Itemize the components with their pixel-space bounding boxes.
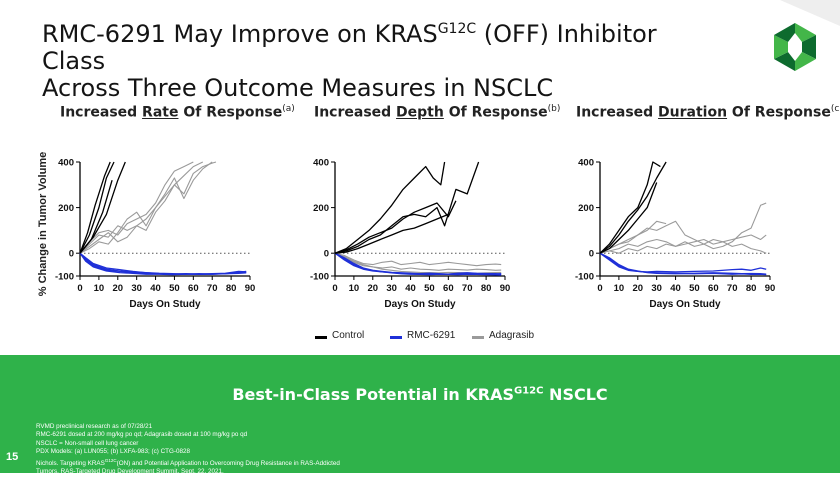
series-line-control [79, 161, 115, 254]
legend-swatch-rmc6291 [390, 336, 402, 339]
title-line-2: Across Three Outcome Measures in NSCLC [42, 74, 554, 102]
series-line-control [334, 200, 457, 254]
series-line-adagrasib [79, 161, 217, 254]
series-line-adagrasib [334, 252, 502, 271]
series-line-adagrasib [79, 161, 213, 254]
x-tick-label: 90 [765, 283, 776, 294]
x-axis-label: Days On Study [129, 299, 201, 310]
y-tick-label: 0 [589, 249, 594, 260]
y-tick-label: 0 [324, 249, 329, 260]
y-tick-label: 400 [58, 158, 74, 169]
legend-label-rmc6291: RMC-6291 [407, 330, 456, 341]
series-line-rmc6291 [599, 252, 767, 273]
x-tick-label: 60 [443, 283, 454, 294]
footnote-line: NSCLC = Non-small cell lung cancer [36, 439, 139, 447]
x-tick-label: 20 [112, 283, 123, 294]
x-tick-label: 10 [94, 283, 105, 294]
x-tick-label: 60 [188, 283, 199, 294]
x-tick-label: 20 [367, 283, 378, 294]
series-line-rmc6291 [79, 252, 247, 276]
legend-label-control: Control [332, 330, 365, 341]
footnote-line: RMC-6291 dosed at 200 mg/kg po qd; Adagr… [36, 431, 248, 439]
series-line-adagrasib [334, 252, 502, 274]
y-tick-label: -100 [575, 272, 594, 283]
y-tick-label: -100 [310, 272, 329, 283]
x-tick-label: 40 [150, 283, 161, 294]
x-tick-label: 40 [405, 283, 416, 294]
x-tick-label: 10 [349, 283, 360, 294]
x-tick-label: 10 [614, 283, 625, 294]
x-tick-label: 50 [689, 283, 700, 294]
x-tick-label: 30 [651, 283, 662, 294]
x-tick-label: 30 [386, 283, 397, 294]
x-tick-label: 50 [424, 283, 435, 294]
series-line-adagrasib [334, 252, 502, 267]
panel-heading-depth: Increased Depth Of Response(b) [314, 104, 561, 121]
x-tick-label: 80 [746, 283, 757, 294]
x-tick-label: 60 [708, 283, 719, 294]
series-line-rmc6291 [599, 252, 767, 275]
series-line-control [599, 182, 658, 254]
y-axis-label: % Change in Tumor Volume [37, 151, 49, 297]
series-line-control [599, 161, 667, 254]
series-line-control [599, 161, 661, 254]
x-tick-label: 90 [245, 283, 256, 294]
series-line-control [334, 213, 449, 254]
series-line-adagrasib [79, 161, 204, 254]
y-tick-label: -100 [55, 272, 74, 283]
series-line-control [334, 161, 480, 254]
x-tick-label: 80 [481, 283, 492, 294]
y-tick-label: 400 [578, 158, 594, 169]
series-line-rmc6291 [599, 252, 767, 276]
x-tick-label: 20 [632, 283, 643, 294]
y-tick-label: 200 [578, 203, 594, 214]
footnote-line: PDX Models: (a) LUN055; (b) LXFA-983; (c… [36, 448, 190, 456]
x-tick-label: 0 [597, 283, 602, 294]
y-tick-label: 0 [69, 249, 74, 260]
x-axis-label: Days On Study [384, 299, 456, 310]
x-tick-label: 80 [226, 283, 237, 294]
x-tick-label: 30 [131, 283, 142, 294]
x-tick-label: 90 [500, 283, 511, 294]
series-line-control [79, 180, 113, 254]
series-line-adagrasib [599, 238, 767, 254]
series-line-adagrasib [599, 234, 767, 254]
series-line-rmc6291 [334, 252, 502, 276]
legend-label-adagrasib: Adagrasib [489, 330, 535, 341]
x-tick-label: 70 [462, 283, 473, 294]
x-tick-label: 0 [77, 283, 82, 294]
x-tick-label: 50 [169, 283, 180, 294]
series-line-adagrasib [79, 161, 194, 254]
series-line-adagrasib [599, 202, 767, 254]
footnotes: RVMD preclinical research as of 07/28/21… [36, 423, 340, 477]
title-line-1: RMC-6291 May Improve on KRASG12C (OFF) I… [42, 20, 657, 75]
corner-decoration [780, 0, 840, 26]
panel-heading-rate: Increased Rate Of Response(a) [60, 104, 295, 121]
banner-headline: Best-in-Class Potential in KRASG12C NSCL… [232, 385, 608, 404]
conclusion-banner: Best-in-Class Potential in KRASG12C NSCL… [0, 355, 840, 475]
series-line-control [334, 161, 446, 254]
x-tick-label: 40 [670, 283, 681, 294]
footnote-line: Nichols. Targeting KRASG12C(ON) and Pote… [36, 457, 340, 467]
footnote-line: Tumors. RAS-Targeted Drug Development Su… [36, 468, 224, 476]
legend-swatch-control [315, 336, 327, 339]
y-tick-label: 200 [313, 203, 329, 214]
x-axis-label: Days On Study [649, 299, 721, 310]
footnote-line: RVMD preclinical research as of 07/28/21 [36, 423, 153, 430]
x-tick-label: 70 [727, 283, 738, 294]
x-tick-label: 70 [207, 283, 218, 294]
y-tick-label: 200 [58, 203, 74, 214]
page-number: 15 [6, 451, 19, 463]
slide-title: RMC-6291 May Improve on KRASG12C (OFF) I… [42, 16, 722, 102]
series-line-control [79, 161, 111, 254]
company-logo-icon [773, 22, 817, 72]
y-tick-label: 400 [313, 158, 329, 169]
legend-swatch-adagrasib [472, 336, 484, 339]
x-tick-label: 0 [332, 283, 337, 294]
panel-heading-duration: Increased Duration Of Response(c) [576, 104, 840, 121]
series-line-rmc6291 [79, 252, 247, 276]
